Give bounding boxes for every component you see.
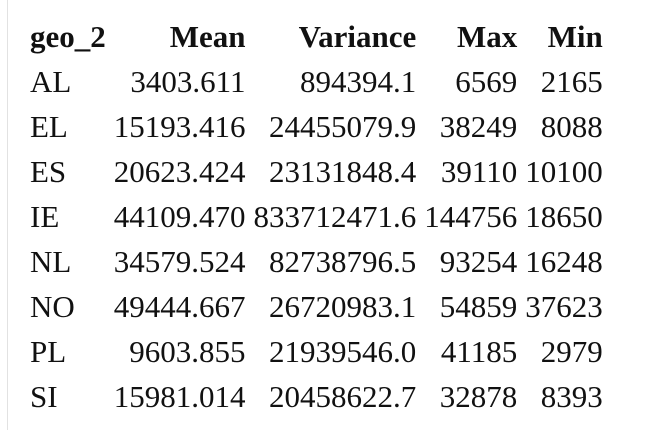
cell-min: 18650 (525, 199, 603, 234)
cell-variance: 833712471.6 (253, 199, 417, 234)
table-row: ES 20623.424 23131848.4 39110 10100 (26, 149, 607, 194)
cell-min: 16248 (525, 244, 603, 279)
table-row: EL 15193.416 24455079.9 38249 8088 (26, 104, 607, 149)
cell-variance: 82738796.5 (269, 244, 417, 279)
cell-max: 32878 (439, 379, 518, 414)
header-row: geo_2 Mean Variance Max Min (26, 14, 607, 59)
cell-max: 41185 (440, 334, 518, 369)
cell-mean: 49444.667 (113, 289, 246, 324)
statistics-table: geo_2 Mean Variance Max Min AL 3403.611 … (26, 14, 607, 419)
cell-variance: 24455079.9 (269, 109, 417, 144)
table-row: IE 44109.470 833712471.6 144756 18650 (26, 194, 607, 239)
table-body: AL 3403.611 894394.1 6569 2165 EL 15193.… (26, 59, 607, 419)
cell-mean: 44109.470 (113, 199, 246, 234)
cell-min: 8393 (540, 379, 603, 414)
header-geo: geo_2 (30, 19, 106, 54)
table-row: PL 9603.855 21939546.0 41185 2979 (26, 329, 607, 374)
cell-geo: AL (30, 64, 72, 99)
cell-variance: 20458622.7 (269, 379, 417, 414)
cell-variance: 26720983.1 (269, 289, 417, 324)
table-row: SI 15981.014 20458622.7 32878 8393 (26, 374, 607, 419)
table-row: NL 34579.524 82738796.5 93254 16248 (26, 239, 607, 284)
table-header: geo_2 Mean Variance Max Min (26, 14, 607, 59)
header-variance: Variance (298, 19, 417, 54)
header-max: Max (457, 19, 518, 54)
cell-max: 6569 (455, 64, 518, 99)
cell-variance: 23131848.4 (269, 154, 417, 189)
table-row: NO 49444.667 26720983.1 54859 37623 (26, 284, 607, 329)
cell-variance: 894394.1 (300, 64, 417, 99)
cell-min: 2979 (540, 334, 603, 369)
cell-mean: 15193.416 (113, 109, 246, 144)
cell-max: 144756 (424, 199, 518, 234)
cell-variance: 21939546.0 (269, 334, 417, 369)
header-min: Min (547, 19, 603, 54)
cell-mean: 20623.424 (113, 154, 246, 189)
cell-min: 37623 (525, 289, 603, 324)
cell-max: 54859 (439, 289, 518, 324)
cell-geo: EL (30, 109, 68, 144)
table-row: AL 3403.611 894394.1 6569 2165 (26, 59, 607, 104)
cell-geo: IE (30, 199, 60, 234)
cell-mean: 15981.014 (113, 379, 246, 414)
cell-geo: NL (30, 244, 72, 279)
cell-geo: NO (30, 289, 75, 324)
left-border-rule (7, 0, 8, 430)
header-mean: Mean (169, 19, 246, 54)
cell-mean: 34579.524 (113, 244, 246, 279)
cell-max: 93254 (439, 244, 518, 279)
cell-geo: PL (30, 334, 67, 369)
cell-mean: 9603.855 (129, 334, 246, 369)
cell-min: 10100 (525, 154, 603, 189)
cell-min: 8088 (540, 109, 603, 144)
cell-max: 38249 (439, 109, 518, 144)
cell-mean: 3403.611 (130, 64, 246, 99)
cell-max: 39110 (440, 154, 518, 189)
cell-geo: ES (30, 154, 67, 189)
cell-geo: SI (30, 379, 58, 414)
cell-min: 2165 (540, 64, 603, 99)
